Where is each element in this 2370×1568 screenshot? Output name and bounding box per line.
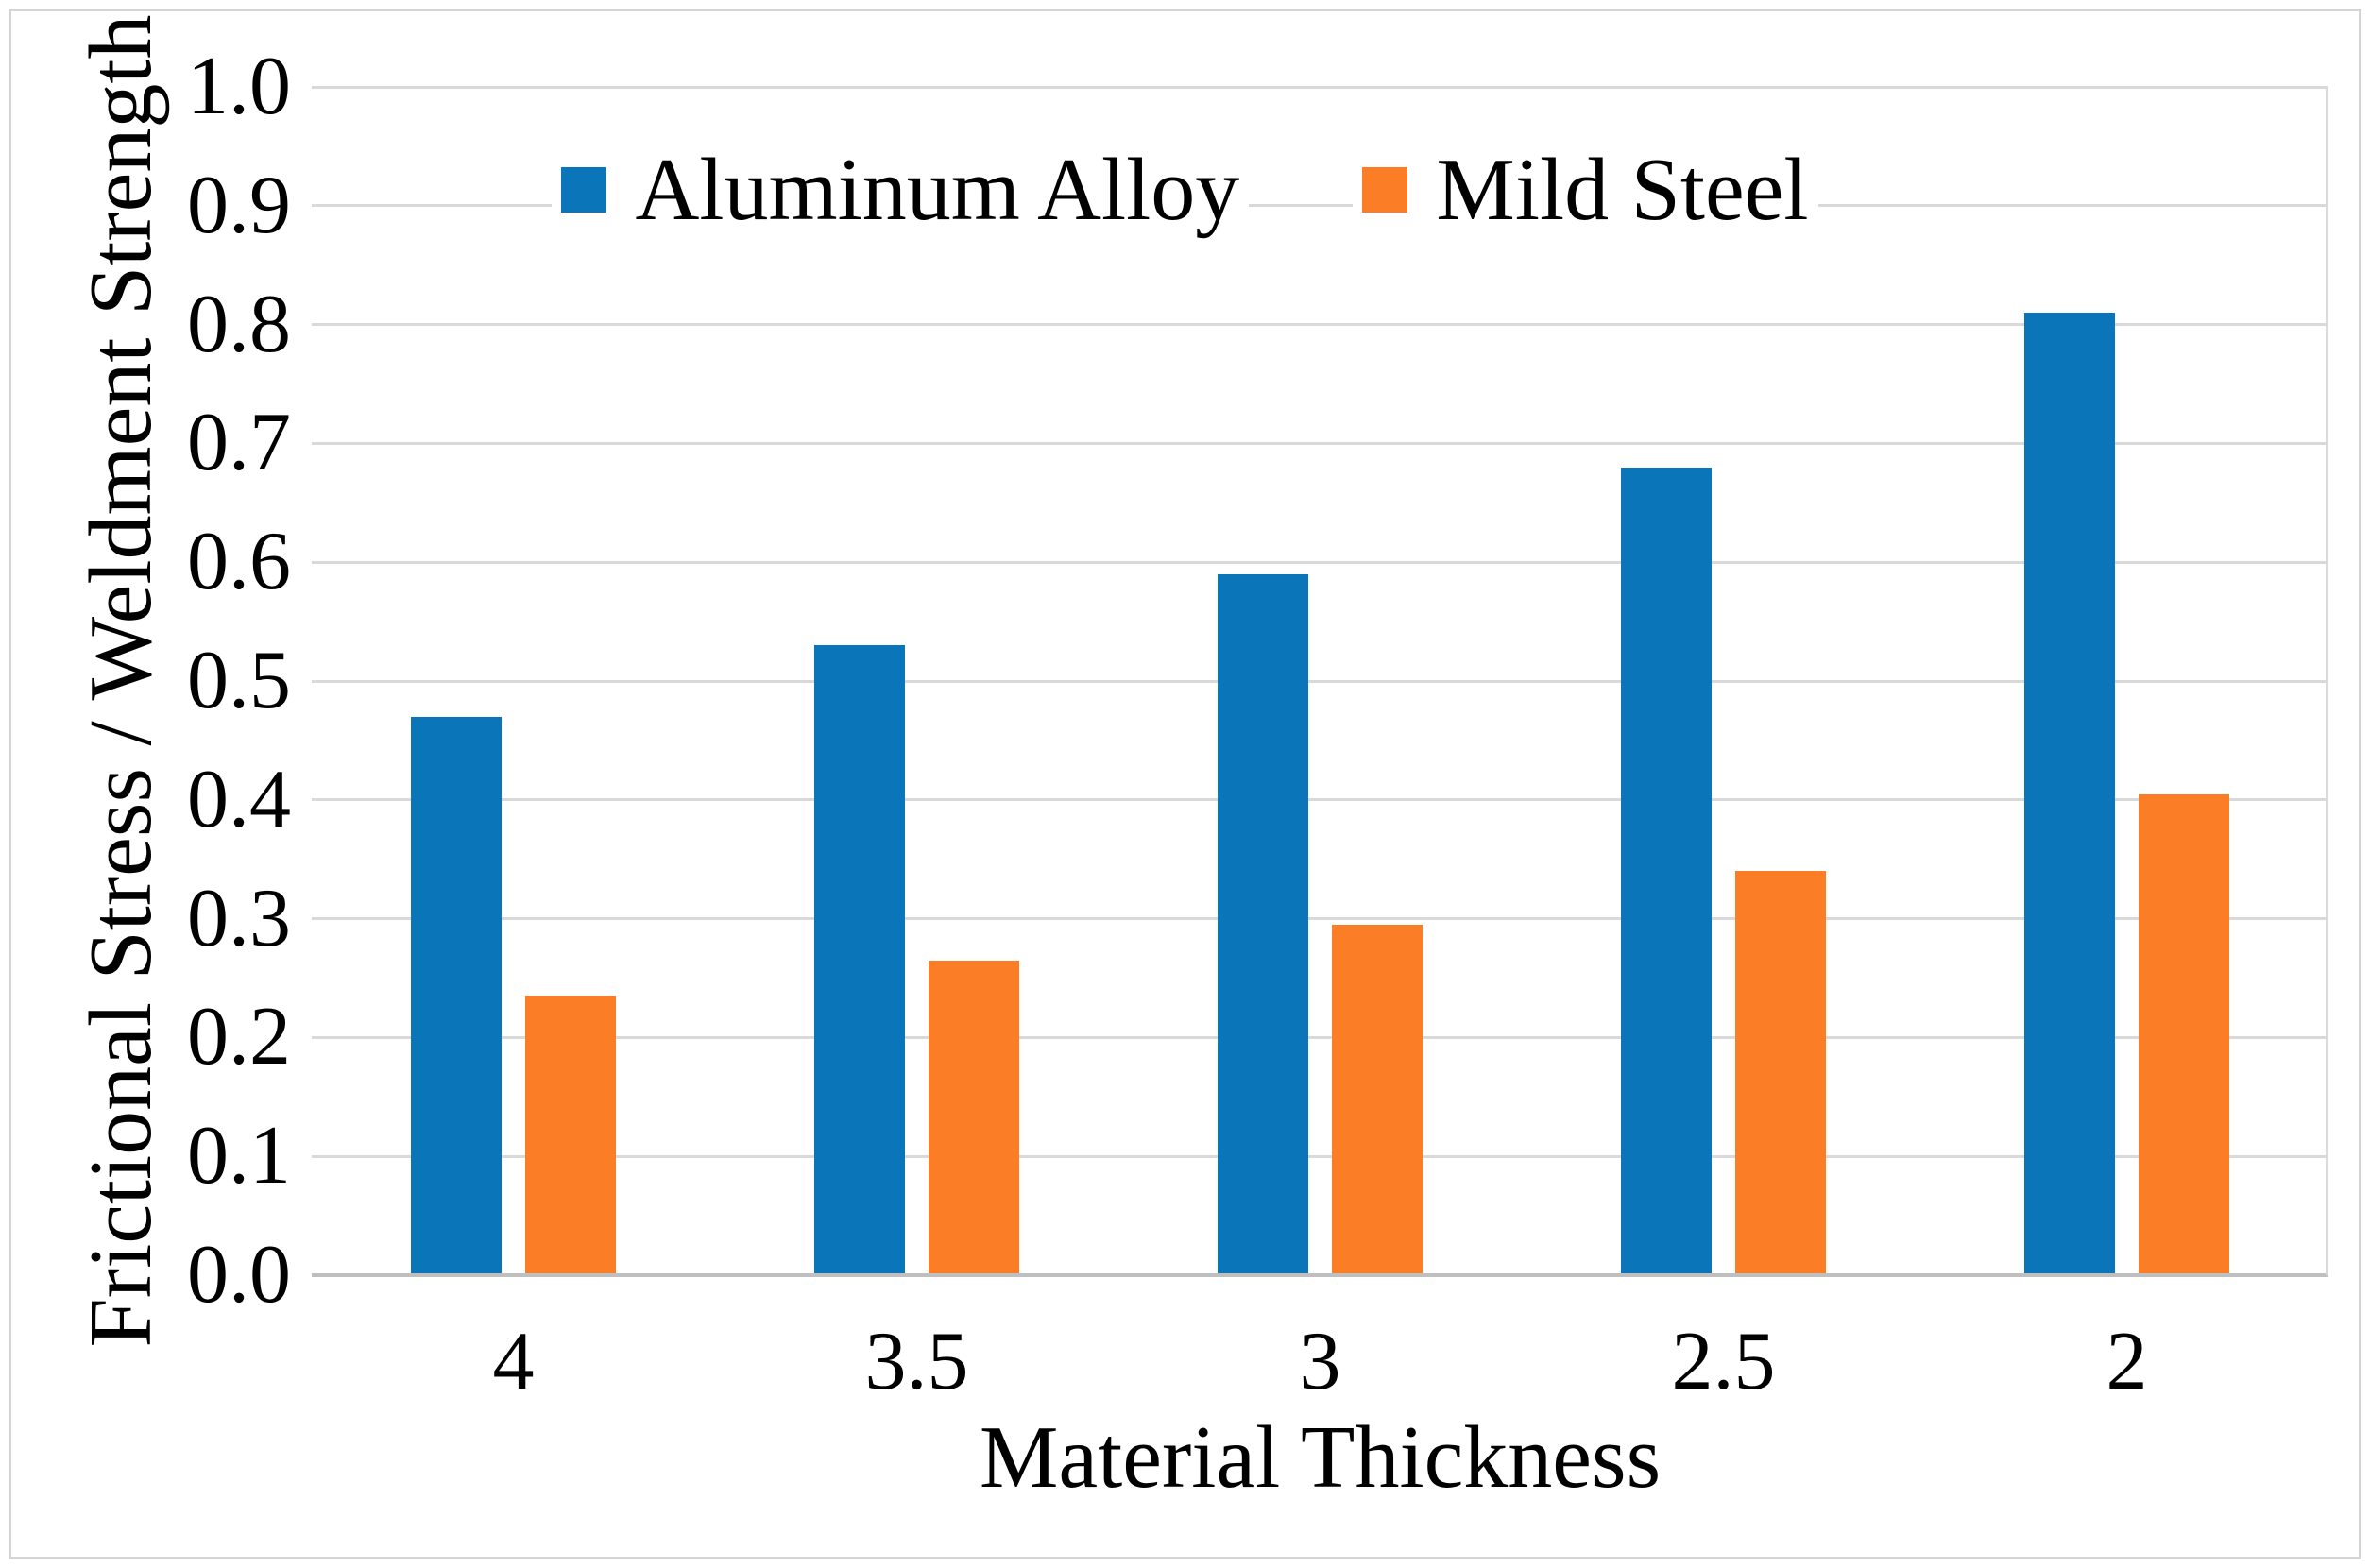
y-tick-label: 0.1 <box>187 1110 291 1202</box>
gridline <box>312 85 2328 89</box>
gridline <box>312 560 2328 564</box>
bar-group <box>1118 87 1522 1275</box>
x-tick-label: 3 <box>1299 1316 1341 1407</box>
y-tick-label: 0.6 <box>187 516 291 608</box>
x-tick-label: 2.5 <box>1671 1316 1776 1407</box>
x-tick-label: 3.5 <box>864 1316 969 1407</box>
bar-mild-steel <box>1735 871 1826 1275</box>
bar-aluminum-alloy <box>1218 573 1308 1275</box>
y-tick-label: 0.4 <box>187 753 291 845</box>
bar-aluminum-alloy <box>814 645 905 1275</box>
bar-aluminum-alloy <box>1621 467 1712 1275</box>
bar-groups-container <box>312 87 2328 1275</box>
gridline <box>312 917 2328 921</box>
bar-group <box>1925 87 2328 1275</box>
bar-aluminum-alloy <box>411 716 502 1275</box>
legend-item: Mild Steel <box>1353 140 1818 240</box>
y-tick-label: 0.9 <box>187 159 291 251</box>
bar-aluminum-alloy <box>2024 313 2115 1275</box>
gridline <box>312 323 2328 327</box>
y-tick-label: 0.2 <box>187 991 291 1083</box>
gridline <box>312 441 2328 445</box>
x-tick-label: 4 <box>492 1316 535 1407</box>
legend-label: Aluminum Alloy <box>635 141 1240 239</box>
gridline <box>312 679 2328 683</box>
bar-group <box>312 87 715 1275</box>
bar-mild-steel <box>929 960 1019 1275</box>
y-tick-label: 0.8 <box>187 278 291 370</box>
plot-right-border <box>2326 87 2328 1275</box>
y-tick-label: 0.5 <box>187 635 291 726</box>
legend: Aluminum Alloy Mild Steel <box>0 140 2370 240</box>
gridline <box>312 1035 2328 1039</box>
y-tick-label: 1.0 <box>187 41 291 132</box>
plot-area <box>312 85 2328 1277</box>
gridline <box>312 1154 2328 1158</box>
bar-mild-steel <box>2139 793 2229 1275</box>
legend-swatch-icon <box>561 167 607 213</box>
bar-mild-steel <box>1332 924 1423 1275</box>
x-axis-title: Material Thickness <box>979 1408 1662 1507</box>
gridline <box>312 798 2328 802</box>
legend-swatch-icon <box>1362 167 1408 213</box>
bar-mild-steel <box>525 996 616 1275</box>
x-tick-labels-row: 4 3.5 3 2.5 2 <box>312 1321 2328 1404</box>
legend-item: Aluminum Alloy <box>552 140 1250 240</box>
x-axis-line <box>312 1273 2328 1277</box>
y-tick-label: 0.7 <box>187 397 291 489</box>
y-tick-label: 0.3 <box>187 872 291 964</box>
gridline <box>312 204 2328 208</box>
x-tick-label: 2 <box>2106 1316 2148 1407</box>
legend-label: Mild Steel <box>1436 141 1809 239</box>
y-tick-label: 0.0 <box>187 1229 291 1321</box>
bar-group <box>715 87 1118 1275</box>
bar-group <box>1522 87 1925 1275</box>
